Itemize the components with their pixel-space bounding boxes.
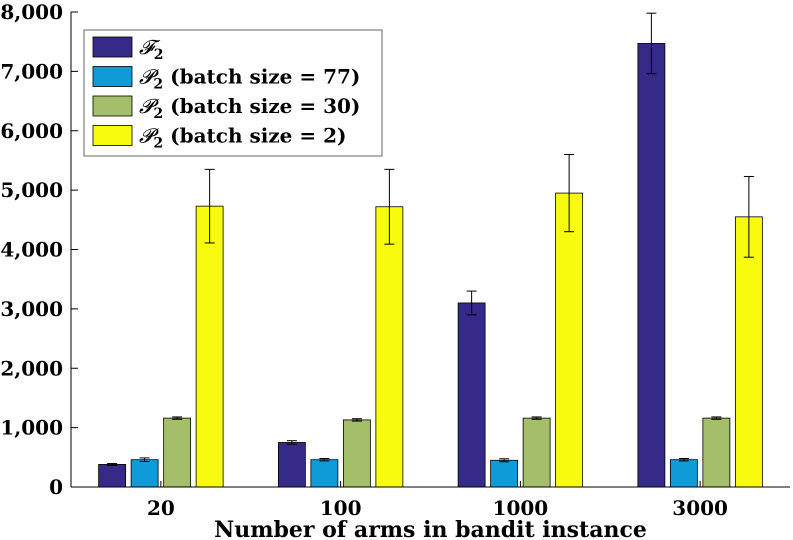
legend-suffix: (batch size = 30) — [163, 94, 360, 118]
bar-20-series-1 — [98, 464, 127, 488]
y-tick-label: 8,000 — [0, 0, 63, 24]
x-tick-label: 3000 — [672, 496, 728, 520]
bar-100-series-4 — [375, 206, 404, 488]
legend-label-3: 𝓟2 (batch size = 30) — [139, 94, 360, 122]
bar-100-series-2 — [310, 459, 339, 488]
bar-100-series-3 — [342, 419, 371, 488]
x-tick-label: 100 — [320, 496, 362, 520]
legend-swatch-4 — [92, 125, 133, 146]
legend-subscript: 2 — [154, 47, 164, 63]
x-axis-title: Number of arms in bandit instance — [214, 517, 647, 540]
bar-20-series-4 — [195, 205, 224, 488]
legend-box — [83, 29, 383, 157]
legend-swatch-3 — [92, 95, 133, 117]
bar-1000-series-3 — [522, 417, 551, 488]
y-tick-label: 4,000 — [0, 238, 63, 262]
x-tick-label: 1000 — [493, 496, 549, 520]
y-tick-label: 6,000 — [0, 119, 63, 143]
legend-suffix: (batch size = 2) — [163, 124, 346, 148]
x-axis: 20 100 1000 3000 — [71, 481, 790, 520]
y-tick-label: 0 — [49, 475, 63, 499]
legend-swatch-1 — [92, 36, 133, 58]
legend-label-4: 𝓟2 (batch size = 2) — [139, 124, 346, 152]
legend-subscript: 2 — [153, 136, 163, 152]
y-tick-label: 1,000 — [0, 416, 63, 440]
y-axis: 0 1,000 2,000 3,000 4,000 5,000 6,000 7,000 8,00… — [0, 0, 78, 499]
legend-subscript: 2 — [153, 77, 163, 93]
bar-20-series-2 — [130, 459, 159, 488]
bar-100-series-1 — [277, 442, 306, 488]
bar-1000-series-1 — [457, 302, 486, 488]
bar-1000-series-4 — [555, 192, 584, 488]
x-tick-label: 20 — [147, 496, 175, 520]
bar-3000-series-1 — [637, 43, 666, 488]
y-tick-label: 3,000 — [0, 297, 63, 321]
bar-3000-series-2 — [669, 459, 698, 488]
legend-label-2: 𝓟2 (batch size = 77) — [139, 65, 360, 93]
legend-swatch-2 — [92, 66, 133, 87]
bar-series — [98, 12, 763, 488]
y-tick-label: 7,000 — [0, 59, 63, 83]
bar-1000-series-2 — [490, 459, 519, 488]
y-tick-label: 2,000 — [0, 356, 63, 380]
legend-suffix: (batch size = 77) — [163, 65, 360, 89]
bar-20-series-3 — [163, 417, 192, 488]
bar-3000-series-3 — [702, 417, 731, 488]
legend-subscript: 2 — [153, 106, 163, 122]
y-tick-label: 5,000 — [0, 178, 63, 202]
